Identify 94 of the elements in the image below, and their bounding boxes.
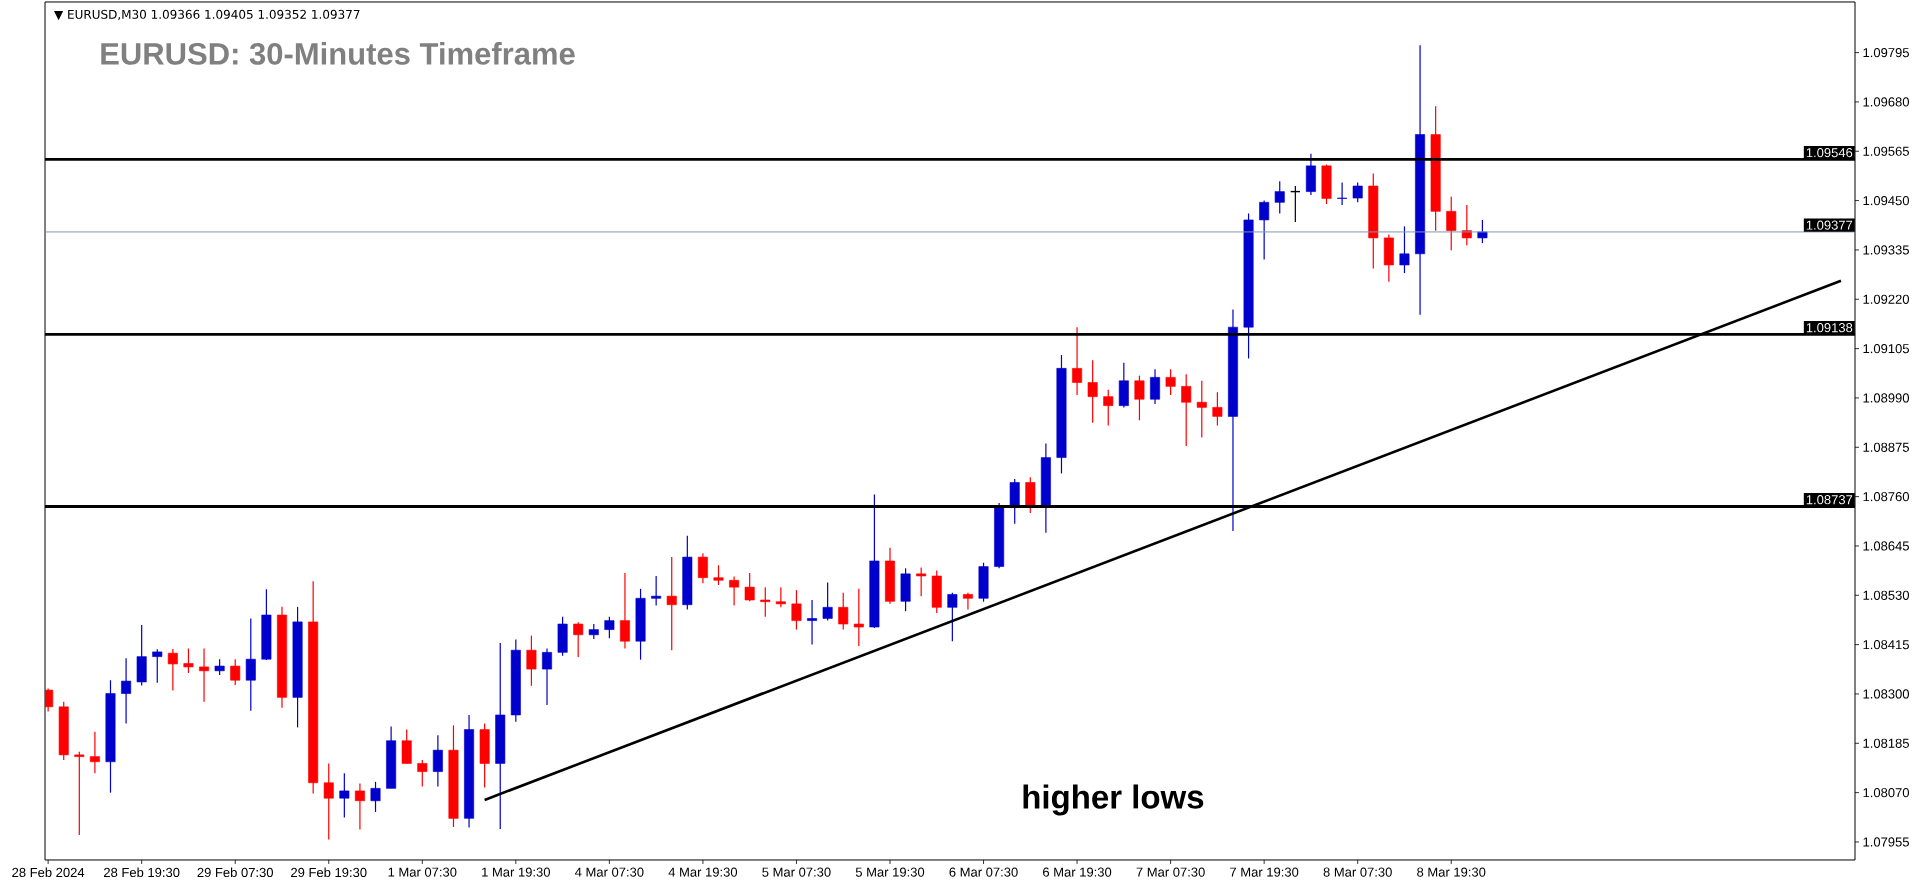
candlestick	[74, 751, 85, 836]
x-tick-label: 8 Mar 07:30	[1323, 867, 1392, 877]
x-tick-label: 6 Mar 19:30	[1043, 867, 1112, 877]
candlestick	[1337, 181, 1348, 206]
annotation: ▼ EURUSD,M30 1.09366 1.09405 1.09352 1.09377	[54, 9, 360, 21]
candlestick	[401, 728, 412, 765]
y-tick-label: 1.08875	[1863, 442, 1909, 452]
candlestick	[1212, 391, 1223, 426]
annotation: higher lows	[1023, 784, 1204, 816]
candlestick	[916, 566, 927, 597]
x-tick-label: 1 Mar 07:30	[388, 867, 457, 877]
candlestick	[573, 621, 584, 658]
y-tick-label: 1.07955	[1863, 837, 1909, 847]
candlestick	[183, 647, 194, 674]
ref-line-label: 1.09377	[1806, 220, 1853, 230]
y-tick-label: 1.09335	[1863, 245, 1909, 255]
x-tick-label: 7 Mar 07:30	[1136, 867, 1205, 877]
candlestick	[1399, 225, 1410, 274]
candlestick	[962, 592, 973, 611]
x-tick-label: 28 Feb 19:30	[104, 867, 180, 878]
candlestick	[1072, 326, 1083, 396]
candlestick	[1025, 476, 1036, 514]
candlestick	[853, 588, 864, 647]
y-tick-label: 1.08990	[1863, 393, 1910, 403]
y-tick-label: 1.09105	[1863, 344, 1909, 354]
x-tick-label: 6 Mar 07:30	[949, 867, 1018, 877]
x-tick-label: 5 Mar 07:30	[762, 867, 831, 877]
candlestick	[542, 647, 552, 706]
y-tick-label: 1.08185	[1863, 738, 1909, 748]
candlestick	[1477, 219, 1488, 244]
candlestick	[1103, 389, 1114, 426]
x-tick-label: 4 Mar 19:30	[668, 867, 738, 877]
candlestick	[775, 586, 786, 608]
candlestick	[1165, 368, 1176, 396]
y-tick-label: 1.09450	[1863, 196, 1910, 206]
candlestick	[1196, 380, 1207, 439]
candlestick	[230, 658, 241, 686]
text: EURUSD: 30-Minutes Timeframe	[101, 42, 575, 65]
y-tick-label: 1.08530	[1863, 590, 1910, 600]
candlestick	[121, 657, 132, 725]
candlestick	[1181, 373, 1192, 447]
x-tick-label: 1 Mar 19:30	[482, 867, 550, 877]
x-tick-label: 29 Feb 19:30	[291, 867, 367, 878]
x-tick-label: 29 Feb 07:30	[197, 867, 273, 878]
x-tick-label: 28 Feb 2024	[12, 867, 85, 878]
candlestick	[354, 783, 365, 831]
y-tick-label: 1.08645	[1863, 541, 1909, 551]
candlestick	[729, 575, 740, 607]
candlestick	[526, 635, 537, 687]
candlestick	[619, 572, 630, 650]
candlestick	[1134, 375, 1145, 421]
candlestick	[791, 589, 802, 631]
y-tick-label: 1.08760	[1863, 492, 1910, 502]
candlestick	[245, 617, 256, 712]
candlestick	[432, 734, 443, 788]
y-tick-label: 1.08415	[1863, 640, 1909, 650]
candlestick	[89, 731, 100, 774]
candlestick	[651, 575, 662, 607]
candlestick	[947, 592, 958, 642]
candlestick	[1259, 200, 1270, 260]
candlestick	[1352, 181, 1363, 203]
candlestick	[152, 648, 163, 684]
candlestick	[744, 572, 755, 602]
x-tick-label: 7 Mar 19:30	[1230, 867, 1299, 877]
y-tick-label: 1.08070	[1863, 788, 1910, 798]
ref-line-label: 1.09138	[1806, 323, 1853, 333]
candlestick	[323, 762, 334, 840]
candlestick	[604, 616, 615, 639]
candlestick	[370, 781, 381, 813]
x-tick-label: 8 Mar 19:30	[1417, 867, 1486, 877]
y-tick-label: 1.09220	[1863, 294, 1910, 304]
candlestick	[760, 586, 771, 618]
ref-line-label: 1.09546	[1806, 148, 1853, 158]
candlestick	[1150, 368, 1160, 405]
y-tick-label: 1.08300	[1863, 689, 1910, 699]
x-tick-label: 4 Mar 07:30	[574, 867, 644, 877]
y-tick-label: 1.09680	[1863, 97, 1910, 107]
x-tick-label: 5 Mar 19:30	[855, 867, 925, 877]
candlestick	[697, 552, 708, 584]
candlestick	[713, 564, 724, 586]
candlestick	[1446, 196, 1457, 251]
candlestick	[838, 592, 849, 631]
candlestick	[666, 556, 677, 651]
y-tick-label: 1.09795	[1863, 48, 1909, 58]
candlestick	[822, 581, 833, 622]
ref-line-label: 1.08737	[1806, 495, 1853, 505]
candlestick	[199, 647, 210, 703]
candlestick	[167, 648, 178, 692]
y-tick-label: 1.09565	[1863, 146, 1909, 156]
candlestick	[1274, 180, 1285, 215]
candlestick	[339, 772, 350, 819]
candlestick	[1087, 359, 1098, 424]
candlestick	[417, 759, 428, 788]
candlestick	[807, 599, 818, 646]
